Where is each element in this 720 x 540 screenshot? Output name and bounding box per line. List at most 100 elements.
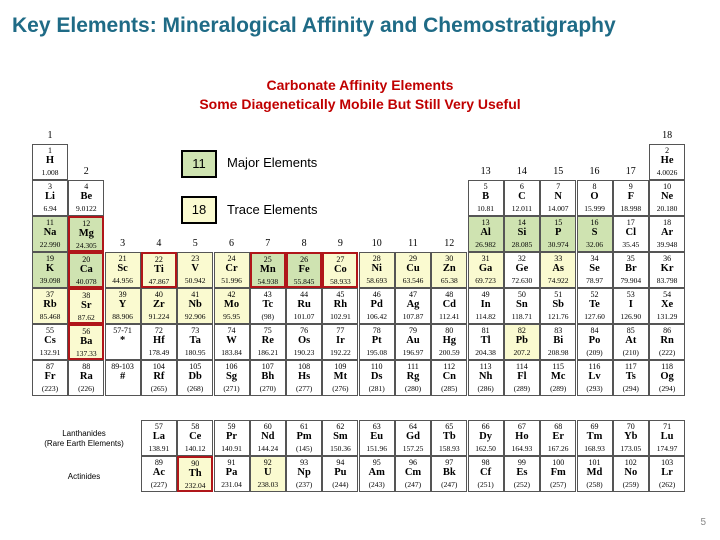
element-symbol: Er xyxy=(552,431,565,442)
atomic-number: 59 xyxy=(227,422,236,431)
element-symbol: B xyxy=(482,191,490,202)
atomic-mass: 54.938 xyxy=(257,277,279,286)
element-symbol: Xe xyxy=(660,299,674,310)
atomic-mass: 121.76 xyxy=(547,312,569,321)
element-cell-mn: 25 Mn 54.938 xyxy=(249,252,286,288)
atomic-number: 79 xyxy=(409,326,417,335)
element-cell-si: 14 Si 28.085 xyxy=(503,216,540,252)
atomic-mass: (280) xyxy=(404,384,422,393)
element-symbol: Hg xyxy=(442,335,456,346)
atomic-number: 13 xyxy=(481,218,490,227)
atomic-number: 115 xyxy=(552,362,565,371)
atomic-number: 93 xyxy=(300,458,309,467)
group-label-8: 8 xyxy=(301,238,307,249)
atomic-mass: 106.42 xyxy=(366,312,387,321)
atomic-number: 101 xyxy=(588,458,601,467)
atomic-number: 4 xyxy=(84,182,89,191)
atomic-number: 39 xyxy=(118,290,127,299)
element-cell-y: 39 Y 88.906 xyxy=(104,288,141,324)
atomic-mass: 107.87 xyxy=(402,312,424,321)
atomic-number: 57 xyxy=(154,422,163,431)
element-cell-se: 34 Se 78.97 xyxy=(576,252,613,288)
atomic-mass: (247) xyxy=(441,480,458,489)
atomic-number: 25 xyxy=(263,255,272,264)
element-symbol: Cn xyxy=(442,371,457,382)
atomic-mass: 78.97 xyxy=(586,276,603,285)
element-symbol: Ga xyxy=(478,263,493,274)
element-cell-sm: 62 Sm 150.36 xyxy=(322,420,359,456)
atomic-mass: 157.25 xyxy=(402,444,424,453)
element-symbol: Al xyxy=(480,227,491,238)
atomic-mass: 168.93 xyxy=(584,444,605,453)
element-cell-ga: 31 Ga 69.723 xyxy=(467,252,504,288)
atomic-mass: (209) xyxy=(586,348,603,357)
atomic-number: 34 xyxy=(590,254,599,263)
element-symbol: Pd xyxy=(370,299,383,310)
element-symbol: Ru xyxy=(297,299,311,310)
element-cell-nb: 41 Nb 92.906 xyxy=(177,288,214,324)
element-symbol: Nb xyxy=(188,299,202,310)
element-cell-ce: 58 Ce 140.12 xyxy=(177,420,214,456)
element-cell-md: 101 Md (258) xyxy=(576,456,613,492)
element-symbol: Se xyxy=(589,263,600,274)
atomic-number: 96 xyxy=(409,458,417,467)
element-symbol: Rn xyxy=(660,335,674,346)
element-cell-er: 68 Er 167.26 xyxy=(540,420,577,456)
atomic-number: 5 xyxy=(483,182,488,191)
atomic-number: 78 xyxy=(372,326,381,335)
element-cell-rb: 37 Rb 85.468 xyxy=(32,288,68,324)
element-symbol: Md xyxy=(586,467,603,478)
atomic-number: 103 xyxy=(661,458,674,467)
atomic-number: 10 xyxy=(663,182,672,191)
legend-major-label: Major Elements xyxy=(227,155,318,170)
atomic-number: 88 xyxy=(82,362,91,371)
atomic-mass: (289) xyxy=(513,384,531,393)
atomic-number: 37 xyxy=(46,290,54,299)
group-label-17: 17 xyxy=(625,166,636,177)
atomic-number: 3 xyxy=(48,182,52,191)
atomic-number: 85 xyxy=(626,326,635,335)
element-cell-yb: 70 Yb 173.05 xyxy=(612,420,649,456)
element-symbol: Co xyxy=(333,264,347,275)
atomic-number: 69 xyxy=(590,422,599,431)
element-symbol: Fl xyxy=(517,371,527,382)
atomic-number: 110 xyxy=(370,362,383,371)
atomic-mass: (210) xyxy=(622,348,639,357)
element-cell-ra: 88 Ra (226) xyxy=(68,360,105,396)
atomic-number: 33 xyxy=(554,254,563,263)
atomic-mass: (271) xyxy=(223,384,240,393)
atomic-mass: (252) xyxy=(513,480,531,489)
element-symbol: Np xyxy=(297,467,311,478)
element-symbol: Zr xyxy=(153,299,165,310)
atomic-number: 92 xyxy=(263,458,272,467)
atomic-mass: 150.36 xyxy=(330,444,351,453)
atomic-number: 100 xyxy=(552,458,565,467)
atomic-mass: (276) xyxy=(332,384,349,393)
atomic-number: 15 xyxy=(554,218,563,227)
slide-title: Key Elements: Mineralogical Affinity and… xyxy=(12,14,616,37)
element-cell-ac: 89 Ac (227) xyxy=(140,456,177,492)
atomic-mass: 10.81 xyxy=(477,204,495,213)
atomic-number: 57-71 xyxy=(113,326,132,335)
element-cell-pb: 82 Pb 207.2 xyxy=(503,324,540,360)
atomic-number: 49 xyxy=(481,290,490,299)
element-cell-series: 89-103 # xyxy=(104,360,141,396)
element-symbol: K xyxy=(45,263,55,274)
group-label-10: 10 xyxy=(371,238,382,249)
atomic-number: 109 xyxy=(334,362,347,371)
atomic-mass: 35.45 xyxy=(622,240,640,249)
atomic-number: 2 xyxy=(665,146,670,155)
element-symbol: Gd xyxy=(405,431,420,442)
group-label-12: 12 xyxy=(444,238,455,249)
atomic-mass: 85.468 xyxy=(39,312,61,321)
element-cell-po: 84 Po (209) xyxy=(576,324,613,360)
element-cell-hg: 80 Hg 200.59 xyxy=(431,324,468,360)
element-cell-lr: 103 Lr (262) xyxy=(649,456,686,492)
element-cell-au: 79 Au 196.97 xyxy=(395,324,431,360)
atomic-number: 14 xyxy=(517,218,526,227)
element-symbol: Be xyxy=(80,191,93,202)
atomic-mass: 40.078 xyxy=(75,277,97,286)
atomic-number: 102 xyxy=(624,458,637,467)
atomic-mass: (226) xyxy=(78,384,95,393)
atomic-mass: 102.91 xyxy=(330,312,351,321)
